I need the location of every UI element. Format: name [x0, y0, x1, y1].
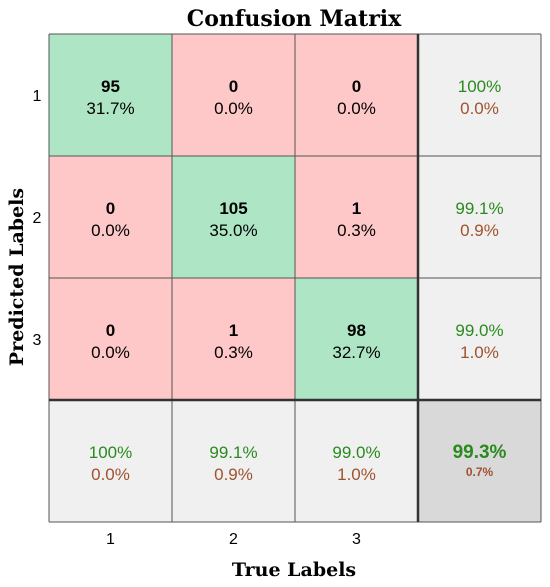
cell-count: 0 — [106, 199, 115, 218]
row-summary-correct: 100% — [458, 77, 501, 96]
cell-percent: 35.0% — [209, 221, 257, 240]
cell-count: 0 — [352, 77, 361, 96]
column-summary-cell: 99.1% 0.9% — [172, 400, 295, 522]
y-tick-label: 1 — [33, 88, 42, 105]
column-summary-correct: 100% — [89, 443, 132, 462]
x-axis-label: True Labels — [232, 559, 356, 581]
row-summary-background — [418, 278, 541, 400]
column-summary-error: 0.9% — [214, 465, 253, 484]
overall-accuracy: 99.3% — [453, 442, 507, 463]
matrix-cell-background — [295, 34, 418, 156]
chart-title: Confusion Matrix — [187, 6, 402, 32]
matrix-cell: 98 32.7% — [295, 278, 418, 400]
row-summary-error: 1.0% — [460, 343, 499, 362]
cell-count: 1 — [352, 199, 361, 218]
column-summary-cell: 100% 0.0% — [49, 400, 172, 522]
cell-count: 95 — [101, 77, 120, 96]
row-summary-error: 0.9% — [460, 221, 499, 240]
x-tick-label: 2 — [229, 531, 238, 548]
overall-error: 0.7% — [466, 465, 494, 479]
overall-accuracy-cell: 99.3% 0.7% — [418, 400, 541, 522]
cell-percent: 0.0% — [91, 343, 130, 362]
cell-count: 0 — [106, 321, 115, 340]
matrix-cell: 1 0.3% — [172, 278, 295, 400]
y-tick-label: 2 — [33, 210, 42, 227]
matrix-cell-background — [49, 34, 172, 156]
matrix-cell: 0 0.0% — [49, 278, 172, 400]
cell-percent: 0.0% — [337, 99, 376, 118]
matrix-cell: 1 0.3% — [295, 156, 418, 278]
cell-percent: 0.0% — [214, 99, 253, 118]
matrix-cell-background — [49, 278, 172, 400]
cell-percent: 32.7% — [332, 343, 380, 362]
matrix-cell-background — [49, 156, 172, 278]
cell-count: 1 — [229, 321, 238, 340]
matrix-cell: 95 31.7% — [49, 34, 172, 156]
x-tick-label: 3 — [352, 531, 361, 548]
y-axis-label: Predicted Labels — [6, 188, 28, 366]
matrix-cell: 0 0.0% — [49, 156, 172, 278]
row-summary-cell: 99.1% 0.9% — [418, 156, 541, 278]
column-summary-error: 1.0% — [337, 465, 376, 484]
x-tick-label: 1 — [106, 531, 115, 548]
matrix-cell-background — [295, 278, 418, 400]
cell-count: 105 — [219, 199, 247, 218]
cell-count: 98 — [347, 321, 366, 340]
matrix-cell-background — [295, 156, 418, 278]
column-summary-correct: 99.1% — [209, 443, 257, 462]
cell-percent: 0.0% — [91, 221, 130, 240]
cell-percent: 31.7% — [86, 99, 134, 118]
cell-percent: 0.3% — [337, 221, 376, 240]
matrix-cell: 105 35.0% — [172, 156, 295, 278]
row-summary-correct: 99.1% — [455, 199, 503, 218]
matrix-cell-background — [172, 156, 295, 278]
column-summary-background — [295, 400, 418, 522]
column-summary-cell: 99.0% 1.0% — [295, 400, 418, 522]
y-tick-label: 3 — [33, 332, 42, 349]
row-summary-error: 0.0% — [460, 99, 499, 118]
matrix-cell: 0 0.0% — [172, 34, 295, 156]
matrix-cell-background — [172, 34, 295, 156]
row-summary-cell: 100% 0.0% — [418, 34, 541, 156]
matrix-cell-background — [172, 278, 295, 400]
row-summary-background — [418, 34, 541, 156]
matrix-cell: 0 0.0% — [295, 34, 418, 156]
column-summary-background — [49, 400, 172, 522]
column-summary-error: 0.0% — [91, 465, 130, 484]
row-summary-correct: 99.0% — [455, 321, 503, 340]
cell-count: 0 — [229, 77, 238, 96]
cell-percent: 0.3% — [214, 343, 253, 362]
row-summary-cell: 99.0% 1.0% — [418, 278, 541, 400]
column-summary-background — [172, 400, 295, 522]
column-summary-correct: 99.0% — [332, 443, 380, 462]
overall-accuracy-background — [418, 400, 541, 522]
row-summary-background — [418, 156, 541, 278]
